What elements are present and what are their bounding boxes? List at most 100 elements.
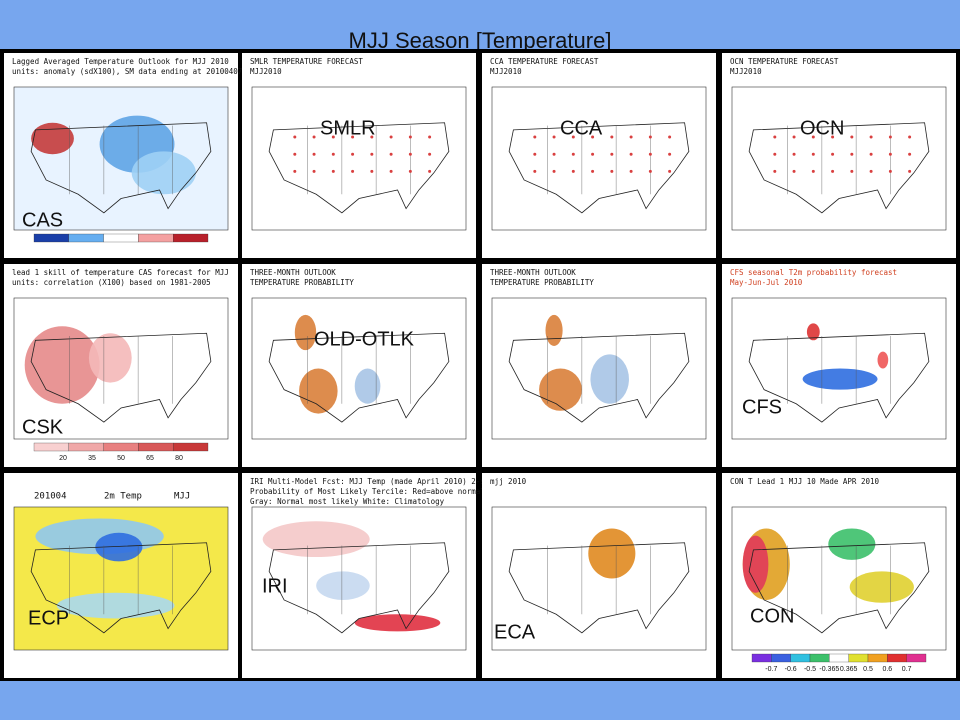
station-marker [629, 169, 633, 173]
colorbar-swatch [103, 233, 139, 243]
shaded-region [299, 368, 338, 414]
shaded-region [354, 614, 441, 632]
colorbar-label: 0.365 [840, 666, 858, 673]
shaded-region [354, 368, 381, 404]
station-marker [831, 169, 835, 173]
shaded-region [95, 532, 143, 562]
panel-label: OLD-OTLK [314, 328, 415, 350]
shaded-region [802, 368, 878, 390]
panel-header: MJJ2010 [490, 67, 522, 76]
shaded-region [877, 351, 889, 369]
station-marker [408, 169, 412, 173]
station-marker [869, 169, 873, 173]
shaded-region [588, 528, 636, 579]
map-panel: CON T Lead 1 MJJ 10 Made APR 2010 -0.7 -0.… [722, 473, 956, 678]
panel-header: MJJ2010 [250, 67, 282, 76]
colorbar-label: -0.5 [804, 666, 816, 673]
colorbar-swatch [809, 653, 830, 663]
station-marker [312, 152, 316, 156]
country-outline [508, 332, 690, 423]
country-outline [748, 542, 930, 634]
country-outline [508, 122, 690, 214]
map-area [731, 297, 947, 440]
panel-header: SMLR TEMPERATURE FORECAST [250, 57, 363, 66]
panel-label: IRI [262, 575, 288, 597]
shaded-region [849, 571, 914, 603]
station-marker [370, 152, 374, 156]
station-marker [792, 169, 796, 173]
colorbar-label: 80 [175, 455, 183, 462]
station-marker [850, 152, 854, 156]
station-marker [668, 169, 672, 173]
colorbar-swatch [173, 233, 209, 243]
station-marker [869, 152, 873, 156]
panel-header: 201004 [34, 492, 67, 502]
shaded-region [294, 314, 317, 351]
map-panel: lead 1 skill of temperature CAS forecast… [4, 264, 238, 467]
panel-header: mjj 2010 [490, 477, 527, 486]
shaded-region [539, 368, 582, 411]
colorbar-swatch [848, 653, 869, 663]
station-marker [792, 135, 796, 139]
station-marker [610, 169, 614, 173]
panel-header: units: correlation (X100) based on 1981-… [12, 278, 211, 287]
panel-header: TEMPERATURE PROBABILITY [490, 278, 594, 287]
station-marker [869, 135, 873, 139]
map-panel: IRI Multi-Model Fcst: MJJ Temp (made Apr… [242, 473, 571, 678]
station-marker [668, 152, 672, 156]
station-marker [533, 152, 537, 156]
map-area [491, 506, 707, 651]
station-marker [888, 152, 892, 156]
map-area [251, 86, 467, 231]
station-marker [831, 135, 835, 139]
station-marker [773, 169, 777, 173]
station-marker [370, 169, 374, 173]
colorbar-label: -0.7 [765, 666, 777, 673]
station-marker [648, 152, 652, 156]
station-marker [351, 135, 355, 139]
colorbar-swatch [138, 233, 174, 243]
panel-header: OCN TEMPERATURE FORECAST [730, 57, 839, 66]
station-marker [389, 169, 393, 173]
colorbar-swatch [906, 653, 927, 663]
station-marker [533, 169, 537, 173]
station-marker [428, 152, 432, 156]
map-area [731, 86, 947, 231]
map-area [251, 297, 467, 440]
panel-label: SMLR [320, 117, 376, 139]
station-marker [312, 169, 316, 173]
station-marker [610, 135, 614, 139]
shaded-region [262, 521, 370, 558]
station-marker [428, 135, 432, 139]
shaded-region [131, 151, 196, 195]
panel-header: CON T Lead 1 MJJ 10 Made APR 2010 [730, 477, 879, 486]
station-marker [908, 135, 912, 139]
country-outline [268, 542, 450, 634]
colorbar-label: 0.5 [863, 666, 873, 673]
panel-header: MJJ2010 [730, 67, 762, 76]
panel-header: IRI Multi-Model Fcst: MJJ Temp (made Apr… [250, 477, 571, 486]
colorbar-label: 0.6 [882, 666, 892, 673]
slide-title: MJJ Season [Temperature] [349, 28, 612, 53]
station-marker [888, 169, 892, 173]
colorbar-swatch [751, 653, 772, 663]
station-marker [552, 169, 556, 173]
station-marker [811, 169, 815, 173]
panel-header: THREE-MONTH OUTLOOK [490, 268, 576, 277]
panel-header: Probability of Most Likely Tercile: Red=… [250, 487, 566, 496]
station-marker [408, 135, 412, 139]
map-area [491, 86, 707, 231]
colorbar-swatch [68, 233, 104, 243]
colorbar-swatch [103, 442, 139, 452]
country-outline [30, 122, 212, 214]
colorbar-label: 50 [117, 455, 125, 462]
map-panel: mjj 2010 ECA [482, 473, 716, 678]
country-outline [268, 122, 450, 214]
colorbar-swatch [829, 653, 849, 663]
station-marker [591, 135, 595, 139]
station-marker [293, 135, 297, 139]
panel-label: OCN [800, 117, 844, 139]
station-marker [533, 135, 537, 139]
station-marker [571, 152, 575, 156]
